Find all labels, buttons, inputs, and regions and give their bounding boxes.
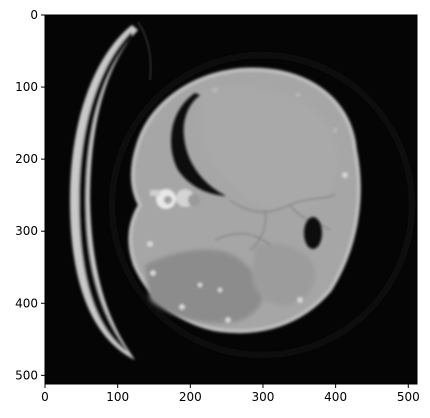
y-tick-label: 300 <box>15 224 38 238</box>
y-tick-label: 400 <box>15 296 38 310</box>
air-crescent <box>171 93 226 196</box>
air-pocket <box>304 217 322 249</box>
faint-outline <box>110 53 414 357</box>
x-tick-label: 500 <box>397 390 420 404</box>
x-tick-label: 100 <box>106 390 129 404</box>
bowel-region <box>145 249 264 324</box>
x-tick-label: 400 <box>324 390 347 404</box>
y-tick-label: 500 <box>15 368 38 382</box>
small-bright-spots <box>147 172 348 323</box>
liver-region <box>200 86 339 211</box>
bowel-region-2 <box>252 243 316 306</box>
x-tick-label: 200 <box>179 390 202 404</box>
x-tick-label: 300 <box>252 390 275 404</box>
axes-frame <box>44 14 418 385</box>
ct-image <box>45 15 417 384</box>
vertebra <box>150 189 200 209</box>
x-axis: 0 100 200 300 400 500 <box>41 384 420 404</box>
x-tick-label: 0 <box>41 390 49 404</box>
y-tick-label: 0 <box>30 8 38 22</box>
y-tick-label: 100 <box>15 80 38 94</box>
liver-spots <box>212 87 338 133</box>
support-strip <box>70 25 138 360</box>
y-tick-label: 200 <box>15 152 38 166</box>
y-axis: 0 100 200 300 400 500 <box>15 8 45 382</box>
support-strip-right <box>136 21 153 81</box>
